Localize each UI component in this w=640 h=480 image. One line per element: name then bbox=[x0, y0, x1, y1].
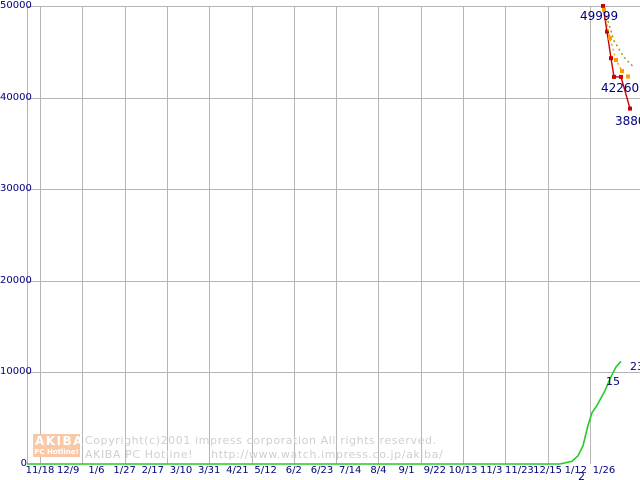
y-axis-tick-label: 30000 bbox=[0, 183, 32, 195]
y-axis-tick-label: 50000 bbox=[0, 0, 32, 11]
gridline-vertical bbox=[293, 6, 295, 464]
x-axis-tick-label: 2/17 bbox=[141, 465, 165, 476]
gridline-vertical bbox=[420, 6, 422, 464]
data-value-label: 38800 bbox=[615, 113, 640, 128]
x-axis-tick-label: 5/12 bbox=[254, 465, 277, 476]
data-value-label: 23 bbox=[630, 359, 640, 373]
x-axis-tick-label: 7/14 bbox=[338, 465, 362, 476]
x-axis-tick-label: 1/6 bbox=[88, 465, 105, 476]
x-axis-tick-label: 3/10 bbox=[169, 465, 193, 476]
gridline-vertical bbox=[463, 6, 464, 464]
gridline-horizontal bbox=[27, 97, 640, 99]
x-axis-tick-label: 1/12 bbox=[564, 465, 588, 476]
x-axis-tick-label: 11/18 bbox=[25, 465, 55, 476]
gridline-vertical bbox=[547, 6, 549, 464]
y-axis-tick-label: 10000 bbox=[0, 366, 32, 378]
x-axis-tick-label: 11/3 bbox=[479, 465, 503, 476]
x-axis-tick-label: 9/22 bbox=[423, 465, 447, 476]
data-value-label: 15 bbox=[606, 375, 620, 389]
gridline-vertical bbox=[82, 6, 84, 464]
gridline-vertical bbox=[40, 6, 41, 464]
x-axis-tick-label: 9/1 bbox=[398, 465, 415, 476]
data-value-label: 42260 bbox=[601, 80, 640, 95]
x-axis-tick-label: 1/27 bbox=[113, 465, 136, 476]
gridline-vertical bbox=[505, 6, 507, 464]
gridline-vertical bbox=[251, 6, 253, 464]
gridline-horizontal bbox=[27, 189, 640, 191]
plot-left-border bbox=[27, 6, 28, 464]
data-value-label: 49999 bbox=[580, 9, 619, 23]
x-axis-tick-label: 12/15 bbox=[533, 465, 563, 476]
x-axis-tick-label: 11/23 bbox=[504, 465, 534, 476]
y-axis-tick-label: 20000 bbox=[0, 274, 32, 286]
gridline-horizontal bbox=[27, 280, 640, 282]
x-axis-tick-label: 8/4 bbox=[370, 465, 387, 476]
gridline-vertical bbox=[124, 6, 126, 464]
gridline-vertical bbox=[378, 6, 380, 464]
x-axis-tick-label: 6/2 bbox=[285, 465, 302, 476]
plot-area bbox=[27, 6, 640, 464]
gridline-horizontal bbox=[27, 6, 640, 7]
y-axis-tick-label: 0 bbox=[20, 458, 27, 469]
x-axis-tick-label: 4/21 bbox=[226, 465, 249, 476]
gridline-vertical bbox=[589, 6, 591, 464]
x-axis-tick-label: 10/13 bbox=[448, 465, 478, 476]
x-axis-tick-label: 6/23 bbox=[310, 465, 334, 476]
x-axis-tick-label: 12/9 bbox=[56, 465, 80, 476]
y-axis-tick-label: 40000 bbox=[0, 91, 32, 103]
data-value-label: 2 bbox=[578, 469, 585, 480]
gridline-vertical bbox=[209, 6, 211, 464]
x-axis-tick-label: 3/31 bbox=[197, 465, 221, 476]
gridline-vertical bbox=[336, 6, 338, 464]
x-axis-tick-label: 1/26 bbox=[592, 465, 616, 476]
gridline-vertical bbox=[166, 6, 168, 464]
